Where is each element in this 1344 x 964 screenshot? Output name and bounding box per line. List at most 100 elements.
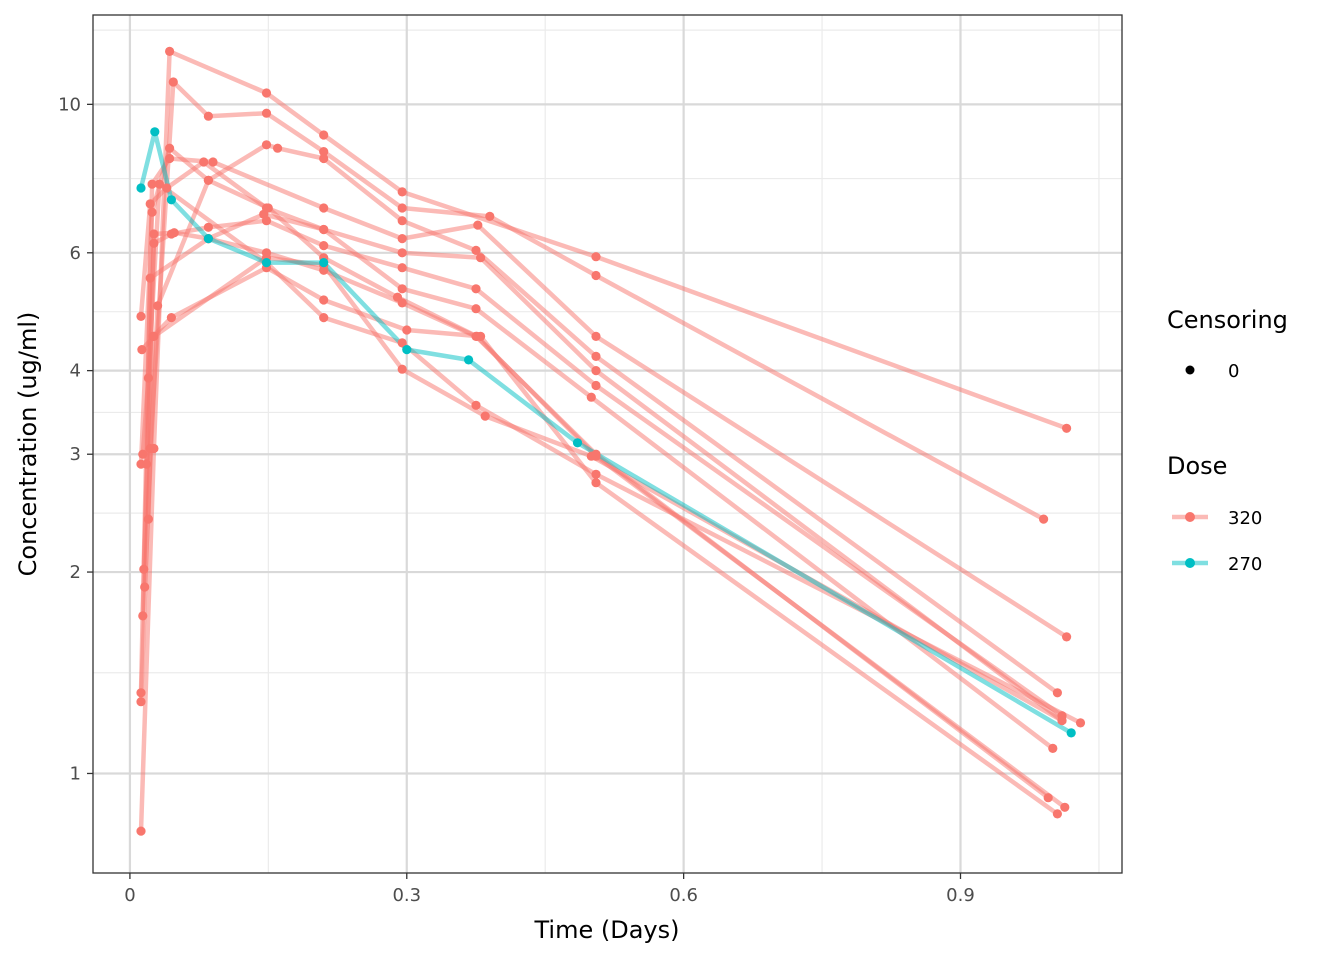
data-point-320-4-8 — [591, 366, 601, 376]
data-point-320-6-8 — [586, 392, 596, 402]
x-tick-label: 0.6 — [669, 885, 698, 906]
legend-dose-label-320: 320 — [1228, 508, 1262, 529]
data-point-320-11-1 — [149, 331, 159, 341]
data-point-320-5-0 — [138, 611, 148, 621]
data-point-320-10-1 — [143, 373, 153, 383]
legend-censoring-label-0: 0 — [1228, 361, 1239, 382]
data-point-320-5-1 — [149, 238, 159, 248]
data-point-320-9-2 — [166, 313, 176, 323]
legend-censoring-title: Censoring — [1167, 306, 1288, 334]
y-tick-label: 3 — [70, 444, 81, 465]
data-point-270-12-0 — [136, 183, 146, 193]
series-line-320-6 — [141, 212, 1056, 751]
data-point-320-10-2 — [154, 179, 164, 189]
data-point-320-1-7 — [485, 211, 495, 221]
data-point-320-2-8 — [1062, 632, 1072, 642]
y-axis-title: Concentration (ug/ml) — [14, 312, 42, 577]
data-point-320-11-6 — [586, 451, 596, 461]
data-point-320-3-2 — [165, 143, 175, 153]
legend-dose-label-270: 270 — [1228, 554, 1262, 575]
data-point-320-8-5 — [397, 298, 407, 308]
data-point-320-9-0 — [143, 514, 153, 524]
x-axis: 0 0.3 0.6 0.9 — [124, 873, 975, 906]
data-point-320-1-5 — [319, 147, 329, 157]
data-point-320-5-8 — [591, 380, 601, 391]
y-tick-label: 10 — [58, 94, 81, 115]
y-tick-label: 4 — [70, 361, 81, 382]
data-point-320-9-4 — [319, 295, 329, 305]
plot-panel-border — [92, 14, 1123, 874]
data-point-320-11-5 — [480, 411, 490, 421]
data-point-270-12-3 — [203, 234, 213, 244]
data-point-320-6-2 — [169, 228, 179, 238]
data-point-270-12-6 — [402, 345, 412, 355]
data-point-270-12-5 — [319, 258, 329, 268]
data-point-320-4-7 — [476, 253, 486, 263]
data-point-320-9-6 — [476, 331, 486, 341]
data-point-320-10-4 — [319, 313, 329, 323]
data-point-320-3-7 — [397, 216, 407, 226]
data-point-320-3-10 — [1052, 688, 1062, 698]
data-point-320-0-5 — [397, 187, 407, 197]
data-point-320-6-0 — [139, 564, 149, 574]
data-point-320-8-1 — [145, 273, 155, 283]
y-axis: 1 2 3 4 6 10 — [58, 94, 93, 784]
data-point-320-9-7 — [591, 478, 601, 488]
data-point-320-11-0 — [137, 345, 147, 355]
data-point-320-7-8 — [1060, 802, 1070, 812]
data-point-320-6-5 — [319, 224, 329, 235]
data-point-320-5-7 — [471, 284, 481, 294]
data-point-320-3-4 — [261, 140, 272, 150]
series-line-270-12 — [138, 129, 1074, 736]
legend-censoring-key-0 — [1185, 365, 1195, 375]
data-point-320-0-4 — [319, 130, 329, 140]
data-point-320-7-0 — [140, 582, 150, 592]
data-point-320-3-9 — [591, 351, 601, 361]
data-point-320-2-6 — [473, 220, 483, 230]
data-point-320-2-4 — [319, 203, 329, 213]
data-point-320-0-3 — [261, 88, 272, 98]
data-point-320-3-8 — [471, 245, 481, 255]
data-point-320-2-7 — [591, 331, 601, 341]
data-point-320-4-6 — [397, 248, 407, 258]
data-point-320-1-6 — [397, 203, 407, 213]
data-point-320-9-8 — [1052, 809, 1062, 819]
data-point-320-1-4 — [261, 108, 272, 118]
data-point-320-10-8 — [1075, 718, 1086, 728]
data-point-320-10-5 — [397, 338, 407, 348]
series-line-320-11 — [139, 255, 1065, 723]
data-point-320-2-1 — [147, 179, 157, 189]
data-point-320-1-0 — [136, 697, 146, 707]
data-point-320-0-6 — [591, 252, 601, 262]
data-point-320-5-3 — [203, 222, 213, 232]
series-line-320-1 — [138, 79, 1046, 704]
legend-dose-key-point-270 — [1185, 558, 1195, 568]
data-point-320-11-7 — [1057, 715, 1067, 726]
data-point-320-5-5 — [319, 241, 329, 251]
data-point-320-6-6 — [397, 284, 407, 294]
series-points — [136, 46, 1086, 836]
data-point-320-4-2 — [162, 183, 172, 193]
data-point-320-3-1 — [147, 207, 157, 217]
x-tick-label: 0.9 — [946, 885, 975, 906]
data-point-320-10-0 — [138, 449, 148, 459]
data-point-320-6-9 — [1048, 743, 1058, 754]
data-point-320-2-3 — [208, 157, 218, 167]
data-point-320-1-3 — [203, 111, 213, 121]
y-tick-label: 6 — [70, 243, 81, 264]
data-point-320-1-8 — [591, 270, 601, 281]
data-point-320-6-4 — [259, 209, 269, 219]
x-tick-label: 0 — [124, 885, 135, 906]
data-point-320-2-5 — [397, 234, 407, 244]
x-tick-label: 0.3 — [392, 885, 421, 906]
y-tick-label: 2 — [70, 562, 81, 583]
data-point-320-7-3 — [263, 203, 273, 213]
data-point-320-7-1 — [153, 301, 163, 311]
data-point-320-1-9 — [1039, 514, 1049, 524]
data-point-270-12-8 — [572, 438, 583, 448]
data-point-320-10-7 — [591, 469, 601, 479]
data-point-320-4-1 — [145, 199, 155, 209]
data-point-320-4-0 — [136, 311, 146, 321]
